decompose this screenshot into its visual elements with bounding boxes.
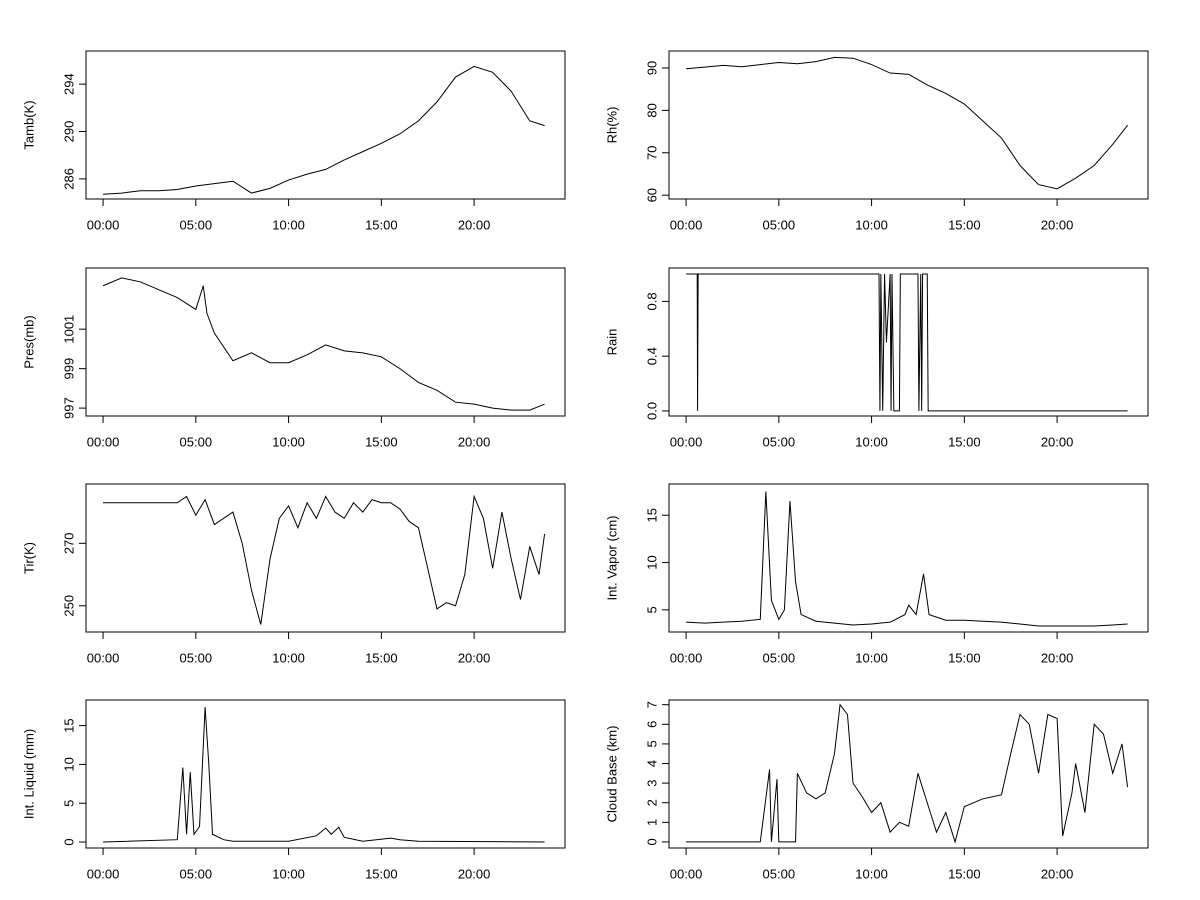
x-tick-label: 15:00	[948, 866, 981, 881]
x-tick-label: 20:00	[458, 866, 491, 881]
x-tick-label: 10:00	[272, 866, 305, 881]
y-tick-label: 0	[644, 838, 659, 845]
y-tick-label: 7	[644, 701, 659, 708]
y-tick-label: 0.4	[644, 347, 659, 365]
x-tick-label: 10:00	[855, 650, 888, 665]
x-tick-label: 05:00	[763, 866, 796, 881]
y-tick-label: 5	[644, 606, 659, 613]
data-line	[686, 56, 1128, 190]
x-tick-label: 15:00	[365, 866, 398, 881]
plot-frame	[85, 699, 566, 849]
data-line	[686, 273, 1128, 412]
y-tick-label: 1	[644, 819, 659, 826]
y-tick-label: 3	[644, 779, 659, 786]
plot-frame	[668, 483, 1149, 633]
y-tick-label: 294	[61, 73, 76, 95]
plot-frame	[85, 483, 566, 633]
x-tick-label: 15:00	[365, 650, 398, 665]
x-tick-label: 00:00	[670, 866, 703, 881]
x-tick-label: 20:00	[458, 650, 491, 665]
y-axis-label: Int. Vapor (cm)	[604, 515, 619, 600]
y-tick-label: 2	[644, 799, 659, 806]
y-tick-label: 60	[644, 188, 659, 202]
y-tick-label: 5	[61, 800, 76, 807]
y-axis-label: Cloud Base (km)	[604, 726, 619, 823]
x-tick-label: 00:00	[670, 217, 703, 232]
x-tick-label: 05:00	[763, 217, 796, 232]
y-tick-label: 10	[644, 555, 659, 569]
data-line	[686, 703, 1129, 844]
data-line	[103, 494, 546, 625]
x-tick-label: 00:00	[87, 217, 120, 232]
x-tick-label: 10:00	[855, 217, 888, 232]
y-tick-label: 10	[61, 757, 76, 771]
y-tick-label: 90	[644, 61, 659, 75]
plot-frame	[668, 267, 1149, 417]
x-tick-label: 05:00	[180, 217, 213, 232]
data-line	[686, 491, 1128, 627]
x-tick-label: 15:00	[948, 650, 981, 665]
x-tick-label: 15:00	[948, 217, 981, 232]
x-tick-label: 10:00	[272, 650, 305, 665]
y-tick-label: 290	[61, 121, 76, 143]
y-tick-label: 250	[61, 595, 76, 617]
y-axis-label: Int. Liquid (mm)	[21, 729, 36, 819]
x-tick-label: 00:00	[87, 650, 120, 665]
y-tick-label: 15	[644, 508, 659, 522]
y-tick-label: 0.0	[644, 402, 659, 420]
y-axis-label: Tamb(K)	[21, 100, 36, 149]
x-tick-label: 00:00	[670, 650, 703, 665]
y-tick-label: 0.8	[644, 292, 659, 310]
y-tick-label: 270	[61, 532, 76, 554]
y-tick-label: 4	[644, 760, 659, 767]
x-tick-label: 15:00	[365, 217, 398, 232]
data-line	[103, 65, 545, 195]
y-tick-label: 1001	[61, 315, 76, 344]
plot-frame	[668, 699, 1149, 849]
x-tick-label: 20:00	[1041, 434, 1074, 449]
y-axis-label: Rain	[604, 329, 619, 356]
data-line	[102, 277, 545, 411]
x-tick-label: 10:00	[855, 434, 888, 449]
x-tick-label: 05:00	[180, 650, 213, 665]
x-tick-label: 20:00	[458, 434, 491, 449]
x-tick-label: 20:00	[458, 217, 491, 232]
x-tick-label: 15:00	[365, 434, 398, 449]
y-axis-label: Tir(K)	[21, 542, 36, 574]
plot-frame	[668, 50, 1149, 200]
y-tick-label: 15	[61, 718, 76, 732]
plot-frame	[85, 50, 566, 200]
x-tick-label: 05:00	[180, 434, 213, 449]
x-tick-label: 10:00	[272, 434, 305, 449]
x-tick-label: 10:00	[855, 866, 888, 881]
x-tick-label: 05:00	[763, 434, 796, 449]
x-tick-label: 20:00	[1041, 650, 1074, 665]
x-tick-label: 05:00	[763, 650, 796, 665]
y-tick-label: 6	[644, 721, 659, 728]
x-tick-label: 10:00	[272, 217, 305, 232]
y-tick-label: 70	[644, 146, 659, 160]
y-tick-label: 80	[644, 103, 659, 117]
x-tick-label: 05:00	[180, 866, 213, 881]
x-tick-label: 20:00	[1041, 217, 1074, 232]
x-tick-label: 15:00	[948, 434, 981, 449]
y-axis-label: Pres(mb)	[21, 315, 36, 368]
y-tick-label: 997	[61, 397, 76, 419]
plot-frame	[85, 267, 566, 417]
x-tick-label: 00:00	[87, 866, 120, 881]
x-tick-label: 20:00	[1041, 866, 1074, 881]
y-tick-label: 0	[61, 838, 76, 845]
x-tick-label: 00:00	[87, 434, 120, 449]
y-tick-label: 999	[61, 358, 76, 380]
y-tick-label: 286	[61, 168, 76, 190]
data-line	[103, 706, 545, 843]
x-tick-label: 00:00	[670, 434, 703, 449]
y-tick-label: 5	[644, 740, 659, 747]
y-axis-label: Rh(%)	[604, 107, 619, 144]
